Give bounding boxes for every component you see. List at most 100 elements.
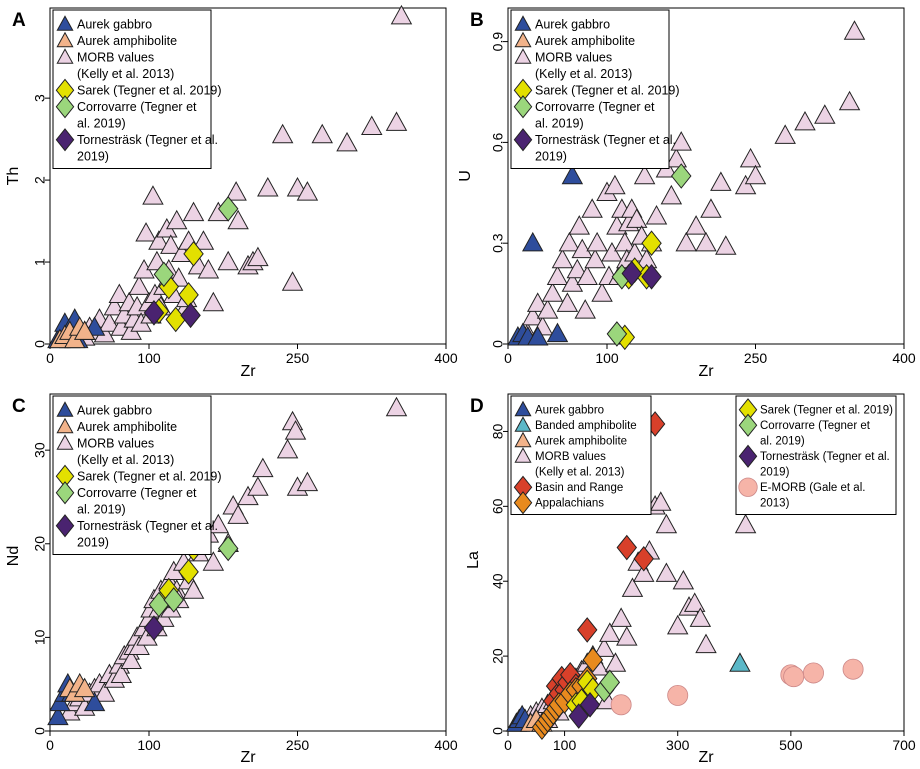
x-tick-label: 100	[553, 737, 577, 753]
data-point	[591, 282, 613, 302]
y-axis-label: Nd	[5, 546, 22, 566]
data-point	[143, 300, 165, 326]
data-point	[192, 230, 215, 250]
data-point	[182, 201, 205, 222]
data-point	[217, 195, 239, 222]
x-tick-label: 100	[137, 350, 161, 366]
panel-label: B	[470, 10, 484, 31]
data-point	[526, 325, 549, 346]
data-point	[814, 104, 836, 124]
data-point	[670, 131, 692, 151]
legend-box	[52, 9, 212, 169]
legend-label: Aurek amphibolite	[77, 420, 177, 434]
legend-label: Corrovarre (Tegner et	[77, 100, 197, 114]
legend-marker	[514, 48, 532, 64]
data-point	[604, 174, 626, 195]
data-point	[715, 235, 737, 255]
data-point	[582, 647, 604, 673]
x-tick-label: 0	[504, 350, 512, 366]
legend-label: Aurek amphibolite	[77, 34, 177, 48]
data-point	[586, 231, 608, 252]
y-tick-label: 0.3	[490, 233, 506, 253]
data-point	[581, 198, 603, 218]
series-tornestrask	[621, 260, 662, 290]
panel-label: C	[12, 396, 26, 417]
data-point	[641, 263, 662, 290]
y-tick-label: 0.9	[490, 32, 506, 52]
legend-right: Sarek (Tegner et al. 2019) Corrovarre (Te…	[735, 395, 897, 515]
y-tick-label: 20	[32, 536, 48, 552]
legend-label: Sarek (Tegner et al. 2019)	[77, 470, 222, 484]
y-axis-label: U	[457, 170, 474, 182]
data-point	[217, 535, 239, 562]
data-point	[568, 703, 589, 729]
data-point	[73, 320, 96, 340]
data-point	[616, 626, 638, 646]
panel-d: D 0 100 300 500 700 0 20 40 60 80 Zr La Aurek gabbro B…	[465, 393, 916, 766]
data-point	[695, 231, 717, 252]
data-point	[616, 534, 638, 561]
legend-label: Aurek gabbro	[535, 18, 610, 32]
y-axis-label: Th	[5, 167, 22, 186]
y-tick-label: 30	[32, 442, 48, 458]
data-point	[83, 691, 106, 712]
legend-label: 2019)	[77, 150, 109, 164]
x-tick-label: 0	[46, 350, 54, 366]
data-point	[689, 607, 712, 627]
x-tick-label: 500	[779, 737, 803, 753]
data-point	[625, 208, 648, 228]
legend-left: Aurek gabbro Banded amphibolite Aurek amph…	[510, 395, 652, 515]
y-axis-label: La	[465, 551, 482, 569]
legend-marker	[514, 447, 532, 463]
legend: Aurek gabbro Aurek amphibolite MORB values…	[52, 9, 222, 169]
data-point	[593, 637, 615, 657]
data-point	[385, 111, 408, 131]
panel-label: A	[12, 10, 26, 31]
data-point	[247, 476, 269, 496]
legend-marker	[513, 128, 533, 152]
data-point	[336, 131, 358, 152]
data-point	[47, 705, 69, 726]
data-point	[606, 321, 628, 347]
x-tick-label: 250	[744, 350, 768, 366]
data-point	[655, 513, 678, 534]
legend-marker	[514, 400, 532, 417]
series-aurek-gabbro	[507, 164, 584, 346]
legend-label: Corrovarre (Tegner et	[760, 420, 871, 432]
legend-box	[735, 395, 897, 515]
legend-label: al. 2019)	[535, 117, 584, 131]
data-point	[649, 491, 672, 511]
data-point	[284, 420, 307, 440]
data-point	[621, 260, 642, 287]
legend-marker	[56, 15, 74, 31]
data-point	[842, 658, 864, 680]
data-point	[385, 396, 408, 417]
legend-label: Tornesträsk (Tegner et al.	[77, 133, 218, 147]
legend-label: al. 2019)	[77, 503, 126, 517]
series-corrovarre	[606, 163, 692, 347]
data-point	[672, 569, 695, 590]
data-point	[666, 614, 689, 635]
legend-marker	[56, 48, 74, 64]
legend-marker	[514, 31, 532, 48]
data-point	[610, 607, 632, 627]
series-tornestrask	[143, 615, 165, 641]
data-point	[734, 513, 757, 534]
x-axis-label: Zr	[240, 363, 256, 380]
legend-label: 2013)	[760, 498, 790, 510]
legend-marker	[56, 434, 74, 450]
legend-label: Tornesträsk (Tegner et al.	[760, 451, 890, 463]
legend-marker	[513, 491, 533, 515]
y-tick-label: 40	[490, 573, 506, 589]
x-tick-label: 100	[137, 737, 161, 753]
data-point	[180, 302, 201, 329]
data-point	[207, 513, 230, 534]
y-tick-label: 0	[490, 727, 506, 735]
legend-label: Aurek amphibolite	[535, 436, 627, 448]
x-tick-label: 400	[434, 350, 458, 366]
data-point	[182, 579, 205, 599]
legend-marker	[738, 477, 758, 497]
legend-marker	[55, 128, 75, 152]
data-point	[700, 198, 722, 218]
